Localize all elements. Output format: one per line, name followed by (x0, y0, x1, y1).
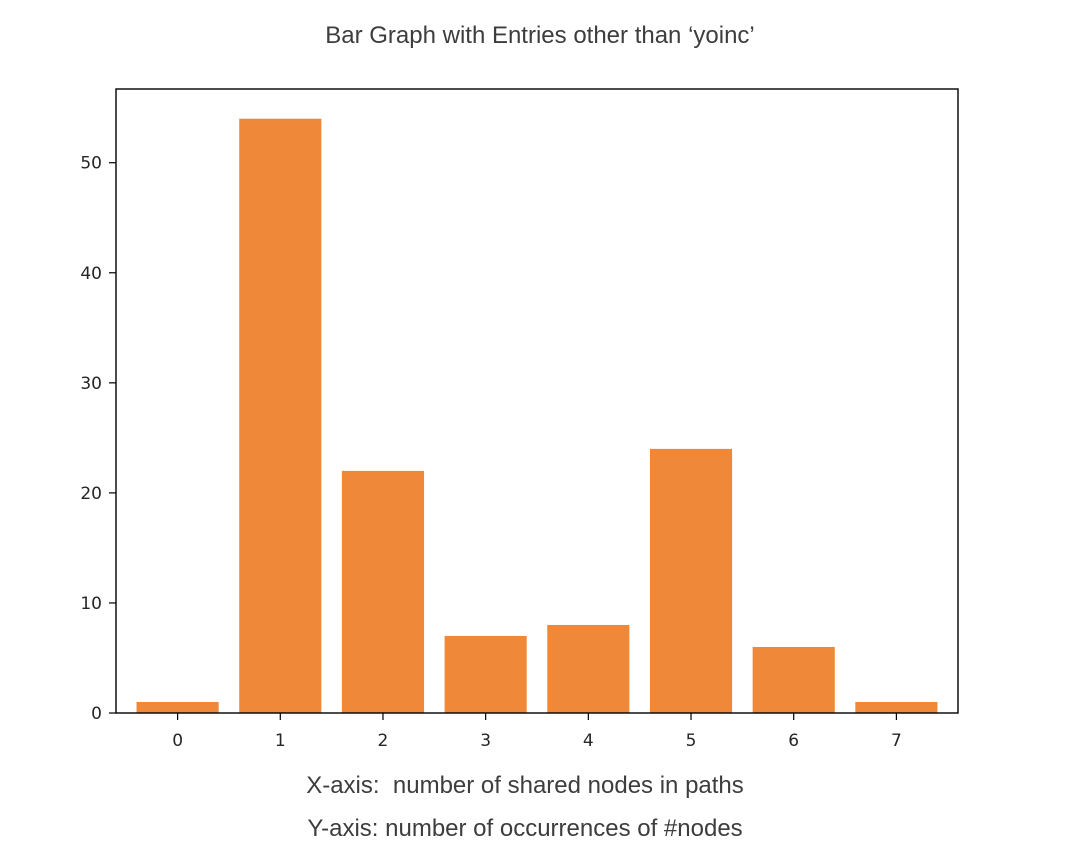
bar-3 (444, 635, 527, 713)
x-tick-label-4: 4 (583, 731, 594, 751)
x-tick-label-1: 1 (275, 731, 286, 751)
y-tick-label-30: 30 (80, 374, 102, 394)
plot-frame (115, 88, 959, 714)
x-tick-label-2: 2 (378, 731, 389, 751)
bar-1 (239, 118, 322, 713)
bars-layer (136, 118, 938, 713)
bar-4 (547, 624, 630, 713)
x-axis-caption: X-axis: number of shared nodes in paths (306, 772, 744, 799)
bar-6 (752, 646, 835, 713)
x-tick-label-5: 5 (686, 731, 697, 751)
x-tick-label-3: 3 (480, 731, 491, 751)
y-tick-label-10: 10 (80, 594, 102, 614)
bar-2 (341, 470, 425, 713)
y-tick-label-20: 20 (80, 484, 102, 504)
bar-5 (649, 448, 733, 713)
y-tick-label-0: 0 (91, 704, 102, 724)
bar-7 (855, 701, 938, 713)
x-tick-label-6: 6 (788, 731, 799, 751)
y-axis-caption: Y-axis: number of occurrences of #nodes (307, 815, 743, 842)
bar-0 (136, 701, 219, 713)
y-tick-label-40: 40 (80, 264, 102, 284)
x-tick-label-7: 7 (891, 731, 902, 751)
chart-title: Bar Graph with Entries other than ‘yoinc… (325, 22, 755, 49)
x-tick-label-0: 0 (172, 731, 183, 751)
y-tick-label-50: 50 (80, 154, 102, 174)
axes-layer: 0 1 2 3 4 5 6 7 0 10 20 30 40 50 (80, 88, 959, 751)
